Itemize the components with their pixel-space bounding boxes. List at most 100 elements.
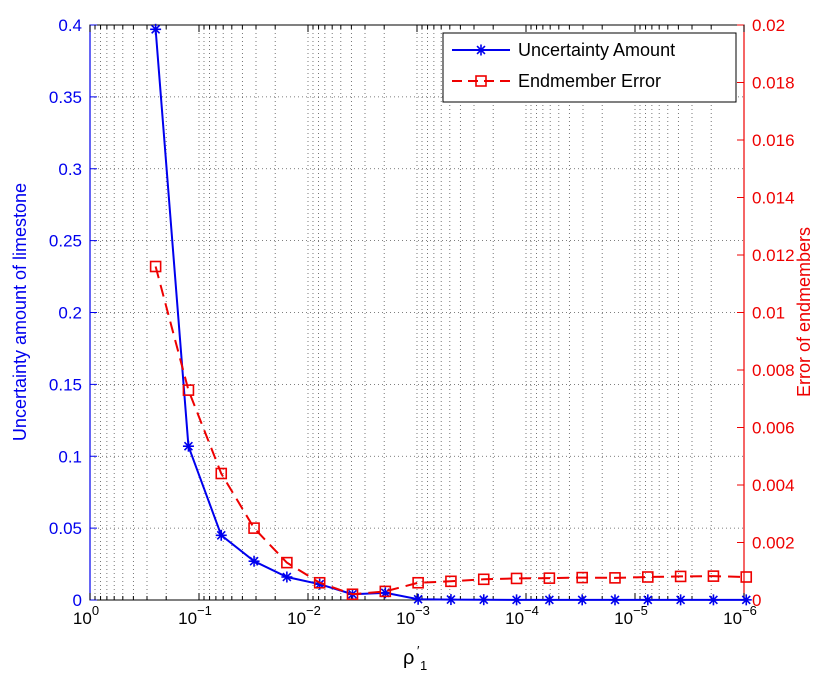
- data-point-1: [445, 575, 457, 588]
- marker-stroke: [476, 45, 486, 55]
- data-point-1: [740, 571, 753, 583]
- y-tick-label: 0.4: [58, 16, 82, 35]
- data-point-0: [642, 594, 654, 606]
- x-tick-base: 10: [73, 609, 92, 628]
- x-tick-base: 10: [723, 609, 742, 628]
- data-point-0: [412, 593, 424, 605]
- x-axis-label: ρ ′ 1: [403, 638, 427, 673]
- y2-tick-label: 0.018: [752, 74, 795, 93]
- legend: Uncertainty Amount Endmember Error: [442, 32, 737, 103]
- legend-label-uncertainty: Uncertainty Amount: [518, 40, 675, 60]
- x-tick-exponent: −1: [197, 603, 212, 618]
- y-axis-label: Uncertainty amount of limestone: [10, 183, 30, 441]
- y-tick-label: 0.2: [58, 304, 82, 323]
- data-point-1: [248, 522, 260, 534]
- data-point-1: [707, 570, 720, 582]
- marker-stroke: [151, 24, 161, 34]
- series-line-1: [154, 266, 747, 596]
- data-point-1: [313, 576, 326, 589]
- y2-tick-label: 0.02: [752, 16, 785, 35]
- y-tick-label: 0.15: [49, 375, 82, 394]
- x-tick-label: 10−5: [614, 603, 648, 628]
- data-point-0: [543, 594, 555, 606]
- x-tick-exponent: −4: [524, 603, 539, 618]
- data-point-0: [248, 555, 260, 567]
- data-point-0: [182, 440, 194, 452]
- x-label-prime: ′: [417, 643, 420, 658]
- data-point-1: [674, 570, 687, 583]
- marker-stroke: [676, 595, 686, 605]
- left-axis: 0 0.05 0.1 0.15 0.2 0.25 0.3 0.35 0.4: [49, 16, 97, 610]
- marker-stroke: [708, 595, 718, 605]
- legend-marker-endmember: [475, 75, 487, 87]
- marker-stroke: [741, 595, 751, 605]
- x-tick-base: 10: [505, 609, 524, 628]
- data-point-1: [510, 572, 523, 585]
- data-point-1: [281, 556, 293, 569]
- y2-axis-label: Error of endmembers: [794, 227, 814, 397]
- data-point-1: [609, 572, 621, 584]
- data-point-1: [412, 576, 424, 589]
- y2-tick-label: 0.012: [752, 246, 795, 265]
- data-point-0: [609, 594, 621, 606]
- data-point-0: [675, 594, 687, 606]
- y-tick-label: 0.1: [58, 447, 82, 466]
- data-point-0: [281, 571, 293, 583]
- data-point-1: [346, 588, 359, 601]
- bottom-axis: 100 10−1 10−2 10−3 10−4 10−5 10−6: [73, 25, 757, 628]
- data-point-0: [215, 529, 227, 541]
- series-layer: [149, 23, 753, 606]
- y2-tick-label: 0.004: [752, 476, 795, 495]
- legend-marker-glyph: [475, 75, 487, 87]
- marker-stroke: [183, 441, 193, 451]
- grid-lines: [90, 25, 744, 600]
- marker-stroke: [479, 595, 489, 605]
- y2-tick-label: 0.016: [752, 131, 795, 150]
- x-tick-base: 10: [614, 609, 633, 628]
- x-tick-base: 10: [287, 609, 306, 628]
- data-point-0: [707, 594, 719, 606]
- data-point-1: [215, 467, 228, 480]
- series-line-0: [154, 29, 747, 601]
- legend-marker-glyph: [475, 44, 487, 56]
- y2-tick-label: 0.002: [752, 534, 795, 553]
- marker-stroke: [610, 595, 620, 605]
- y-tick-label: 0.35: [49, 88, 82, 107]
- y-tick-label: 0: [73, 591, 82, 610]
- x-tick-exponent: −3: [415, 603, 430, 618]
- y2-tick-label: 0.008: [752, 361, 795, 380]
- data-point-1: [182, 384, 195, 396]
- marker-stroke: [249, 556, 259, 566]
- y-tick-label: 0.25: [49, 232, 82, 251]
- marker-stroke: [577, 595, 587, 605]
- x-tick-exponent: 0: [92, 603, 99, 618]
- marker-stroke: [446, 595, 456, 605]
- x-tick-base: 10: [396, 609, 415, 628]
- right-axis: 0 0.002 0.004 0.006 0.008 0.01 0.012 0.014 0.016…: [737, 16, 795, 610]
- data-point-0: [740, 594, 752, 606]
- x-tick-label: 100: [73, 603, 99, 628]
- legend-marker-uncertainty: [475, 44, 487, 56]
- x-tick-label: 10−3: [396, 603, 430, 628]
- x-label-symbol: ρ: [403, 647, 414, 669]
- data-point-0: [511, 594, 523, 606]
- marker-stroke: [282, 572, 292, 582]
- x-tick-exponent: −2: [306, 603, 321, 618]
- marker-stroke: [413, 594, 423, 604]
- data-point-1: [149, 260, 162, 273]
- x-tick-base: 10: [178, 609, 197, 628]
- data-point-0: [150, 23, 162, 35]
- legend-box: [442, 32, 737, 103]
- marker-stroke: [216, 530, 226, 540]
- data-point-1: [379, 585, 392, 598]
- y-tick-label: 0.3: [58, 160, 82, 179]
- data-point-0: [576, 594, 588, 606]
- y2-tick-label: 0.014: [752, 189, 795, 208]
- x-tick-label: 10−1: [178, 603, 212, 628]
- marker-stroke: [643, 595, 653, 605]
- x-tick-label: 10−4: [505, 603, 539, 628]
- marker-stroke: [512, 595, 522, 605]
- data-point-0: [445, 594, 457, 606]
- data-point-1: [576, 571, 588, 584]
